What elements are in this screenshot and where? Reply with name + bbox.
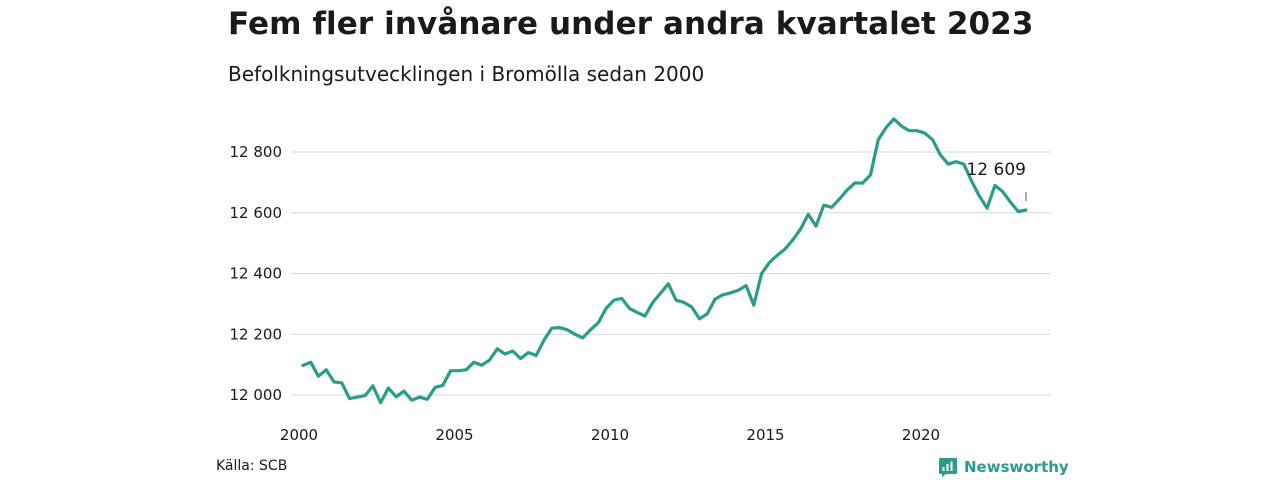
chart-title: Fem fler invånare under andra kvartalet … [228,6,1034,42]
x-tick-label: 2020 [902,426,940,444]
y-tick-label: 12 200 [230,325,283,343]
series-line [301,117,1028,405]
x-tick-label: 2015 [746,426,784,444]
x-tick-label: 2010 [591,426,629,444]
y-tick-label: 12 000 [230,386,283,404]
newsworthy-logo-icon [939,458,957,477]
x-tick-label: 2005 [435,426,473,444]
y-tick-label: 12 600 [230,204,283,222]
brand-name: Newsworthy [964,458,1069,476]
y-tick-label: 12 400 [230,265,283,283]
chart-subtitle: Befolkningsutvecklingen i Bromölla sedan… [228,62,705,86]
annotation-label: 12 609 [966,160,1025,180]
y-tick-label: 12 800 [230,143,283,161]
x-tick-label: 2000 [280,426,318,444]
brand-logo: Newsworthy [938,456,1069,478]
source-note: Källa: SCB [216,458,288,474]
